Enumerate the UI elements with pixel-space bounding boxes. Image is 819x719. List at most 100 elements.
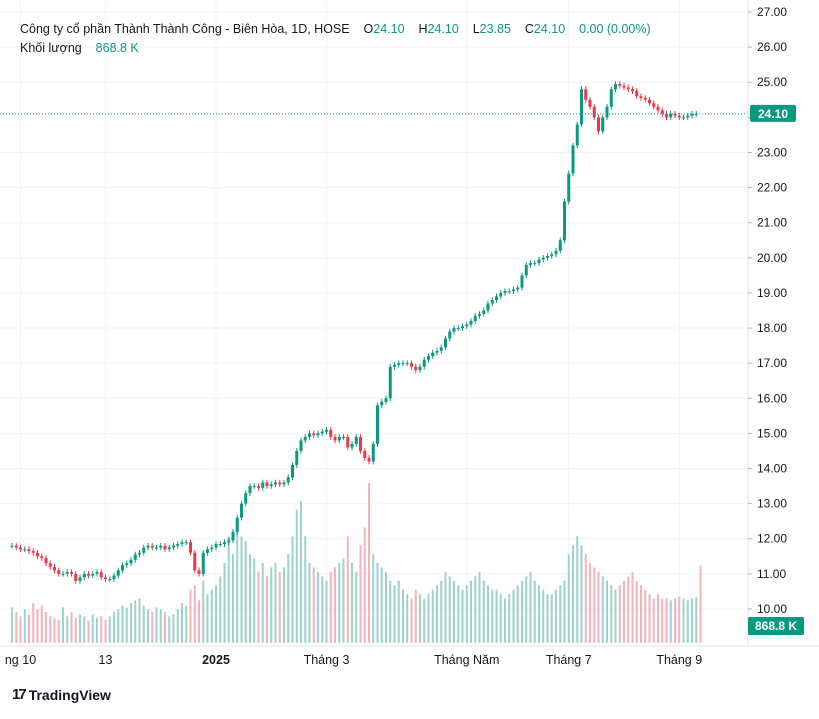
candle bbox=[14, 542, 18, 551]
volume-bar bbox=[567, 554, 570, 643]
candle bbox=[312, 430, 316, 438]
candle bbox=[690, 111, 694, 119]
volume-bar bbox=[236, 527, 239, 643]
candle bbox=[121, 562, 124, 574]
candle bbox=[473, 312, 477, 324]
volume-bar bbox=[419, 594, 421, 643]
time-scale[interactable]: ng 10 13 2025 Tháng 3 Tháng Năm Tháng 7 Tháng … bbox=[5, 653, 702, 667]
volume-bar bbox=[83, 616, 86, 643]
volume-bar bbox=[512, 589, 515, 643]
volume-bar bbox=[62, 607, 64, 643]
candle bbox=[252, 483, 256, 489]
volume-bar bbox=[346, 536, 349, 643]
candle bbox=[567, 170, 571, 205]
candle bbox=[248, 483, 252, 496]
volume-bar bbox=[274, 563, 277, 643]
volume-bar bbox=[444, 571, 447, 643]
candle bbox=[206, 546, 209, 556]
last-price-label: 24.10 bbox=[758, 107, 788, 121]
candle bbox=[235, 514, 239, 535]
volume-bar bbox=[223, 563, 226, 643]
candle bbox=[575, 121, 579, 149]
volume-bar bbox=[28, 614, 30, 643]
volume-bar bbox=[397, 580, 400, 643]
volume-bar bbox=[457, 585, 460, 643]
candle bbox=[665, 111, 668, 121]
volume-bar bbox=[372, 554, 375, 643]
candle bbox=[486, 300, 490, 314]
candle bbox=[435, 348, 439, 356]
volume-bar bbox=[478, 571, 481, 643]
candle bbox=[91, 571, 95, 579]
candle bbox=[159, 542, 163, 551]
volume-bar bbox=[393, 585, 396, 643]
volume-bar bbox=[529, 571, 532, 643]
volume-bar bbox=[91, 614, 94, 643]
volume-bar bbox=[308, 563, 311, 643]
candle bbox=[495, 293, 498, 303]
candle bbox=[201, 549, 205, 577]
volume-bar bbox=[682, 598, 685, 643]
candle bbox=[367, 455, 371, 465]
tradingview-logo[interactable]: 17 TradingView bbox=[12, 686, 111, 703]
candle bbox=[524, 262, 528, 279]
candle bbox=[635, 88, 639, 100]
volume-bar bbox=[465, 585, 468, 643]
candle bbox=[537, 256, 541, 266]
volume-bar bbox=[198, 600, 200, 643]
y-tick-label: 10.00 bbox=[757, 602, 787, 616]
y-tick-label: 18.00 bbox=[757, 321, 787, 335]
volume-bar bbox=[610, 585, 613, 643]
candle bbox=[274, 479, 277, 488]
candle bbox=[541, 255, 545, 263]
volume-bar bbox=[550, 594, 553, 643]
volume-bar bbox=[584, 554, 587, 643]
volume-bar bbox=[96, 618, 98, 643]
x-tick-label: Tháng 9 bbox=[656, 653, 702, 667]
candle bbox=[452, 325, 456, 335]
volume-bar bbox=[440, 580, 443, 643]
y-tick-label: 21.00 bbox=[757, 216, 787, 230]
volume-bar bbox=[317, 571, 319, 643]
legend-price-row: Công ty cổ phần Thành Thành Công - Biên … bbox=[20, 20, 651, 39]
candle bbox=[588, 96, 592, 110]
candle bbox=[104, 574, 107, 582]
open-label: O bbox=[363, 22, 374, 36]
volume-bar bbox=[244, 540, 247, 643]
candles bbox=[10, 81, 698, 584]
volume-bar bbox=[427, 594, 430, 643]
volume-bar bbox=[321, 576, 324, 643]
candle bbox=[210, 544, 214, 553]
candle bbox=[218, 541, 222, 547]
candle bbox=[584, 86, 588, 103]
volume-bar bbox=[538, 585, 540, 643]
candle bbox=[23, 546, 27, 553]
volume-bar bbox=[614, 589, 617, 643]
candle bbox=[405, 360, 409, 366]
candle bbox=[316, 430, 320, 438]
y-tick-label: 17.00 bbox=[757, 356, 787, 370]
candle bbox=[329, 427, 333, 440]
candle bbox=[677, 112, 681, 121]
candle bbox=[223, 539, 226, 547]
candle bbox=[682, 114, 685, 121]
candle bbox=[550, 251, 554, 259]
volume-bar bbox=[661, 598, 664, 643]
candle bbox=[265, 479, 269, 489]
candle bbox=[278, 479, 282, 488]
volume-bar bbox=[164, 611, 166, 643]
volume-bar bbox=[261, 563, 264, 643]
y-tick-label: 25.00 bbox=[757, 75, 787, 89]
volume-bar bbox=[338, 563, 341, 643]
candle bbox=[414, 363, 418, 373]
x-tick-label: 2025 bbox=[202, 653, 230, 667]
volume-bar bbox=[631, 571, 634, 643]
candle bbox=[150, 542, 154, 551]
volume-bar bbox=[113, 611, 115, 643]
volume-bar bbox=[482, 580, 485, 643]
candle bbox=[163, 542, 167, 553]
candle bbox=[592, 104, 596, 121]
volume-bar bbox=[555, 589, 557, 643]
